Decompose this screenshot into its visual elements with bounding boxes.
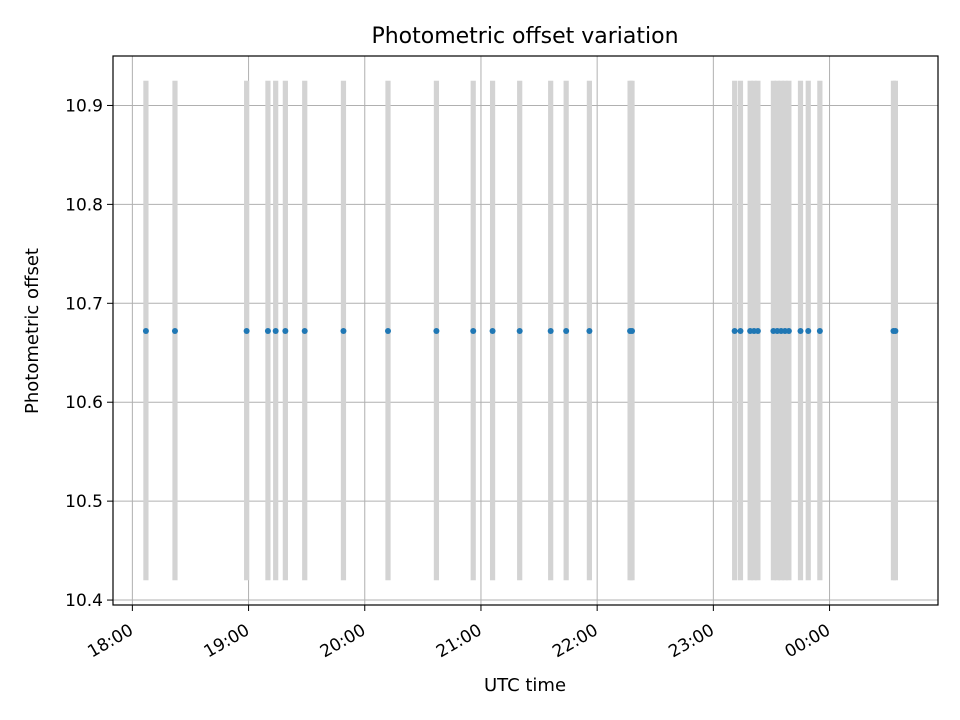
y-axis-ticks: 10.4 10.5 10.6 10.7 10.8 10.9: [65, 96, 113, 611]
y-tick-label: 10.6: [65, 393, 103, 413]
data-point: [785, 327, 792, 334]
x-axis-label: UTC time: [484, 675, 566, 696]
data-points: [142, 327, 899, 334]
data-point: [282, 327, 289, 334]
y-tick-label: 10.7: [65, 294, 103, 314]
data-point: [563, 327, 570, 334]
data-point: [797, 327, 804, 334]
data-point: [731, 327, 738, 334]
data-point: [142, 327, 149, 334]
data-point: [272, 327, 279, 334]
y-tick-label: 10.5: [65, 492, 103, 512]
plot-frame: [112, 55, 939, 606]
data-point: [489, 327, 496, 334]
data-point: [264, 327, 271, 334]
data-point: [754, 327, 761, 334]
y-tick-label: 10.8: [65, 195, 103, 215]
data-point: [816, 327, 823, 334]
data-point: [516, 327, 523, 334]
data-point: [385, 327, 391, 334]
y-tick-label: 10.9: [65, 96, 103, 116]
data-point: [629, 327, 636, 334]
data-point: [547, 327, 554, 334]
y-tick-label: 10.4: [65, 591, 103, 611]
data-point: [340, 327, 347, 334]
data-point: [737, 327, 744, 334]
data-point: [301, 327, 308, 334]
chart-title: Photometric offset variation: [371, 24, 678, 49]
data-point: [892, 327, 899, 334]
data-point: [243, 327, 250, 334]
data-point: [433, 327, 440, 334]
y-axis-label: Photometric offset: [22, 248, 43, 414]
data-point: [805, 327, 812, 334]
data-point: [586, 327, 593, 334]
data-point: [171, 327, 178, 334]
data-point: [470, 327, 477, 334]
